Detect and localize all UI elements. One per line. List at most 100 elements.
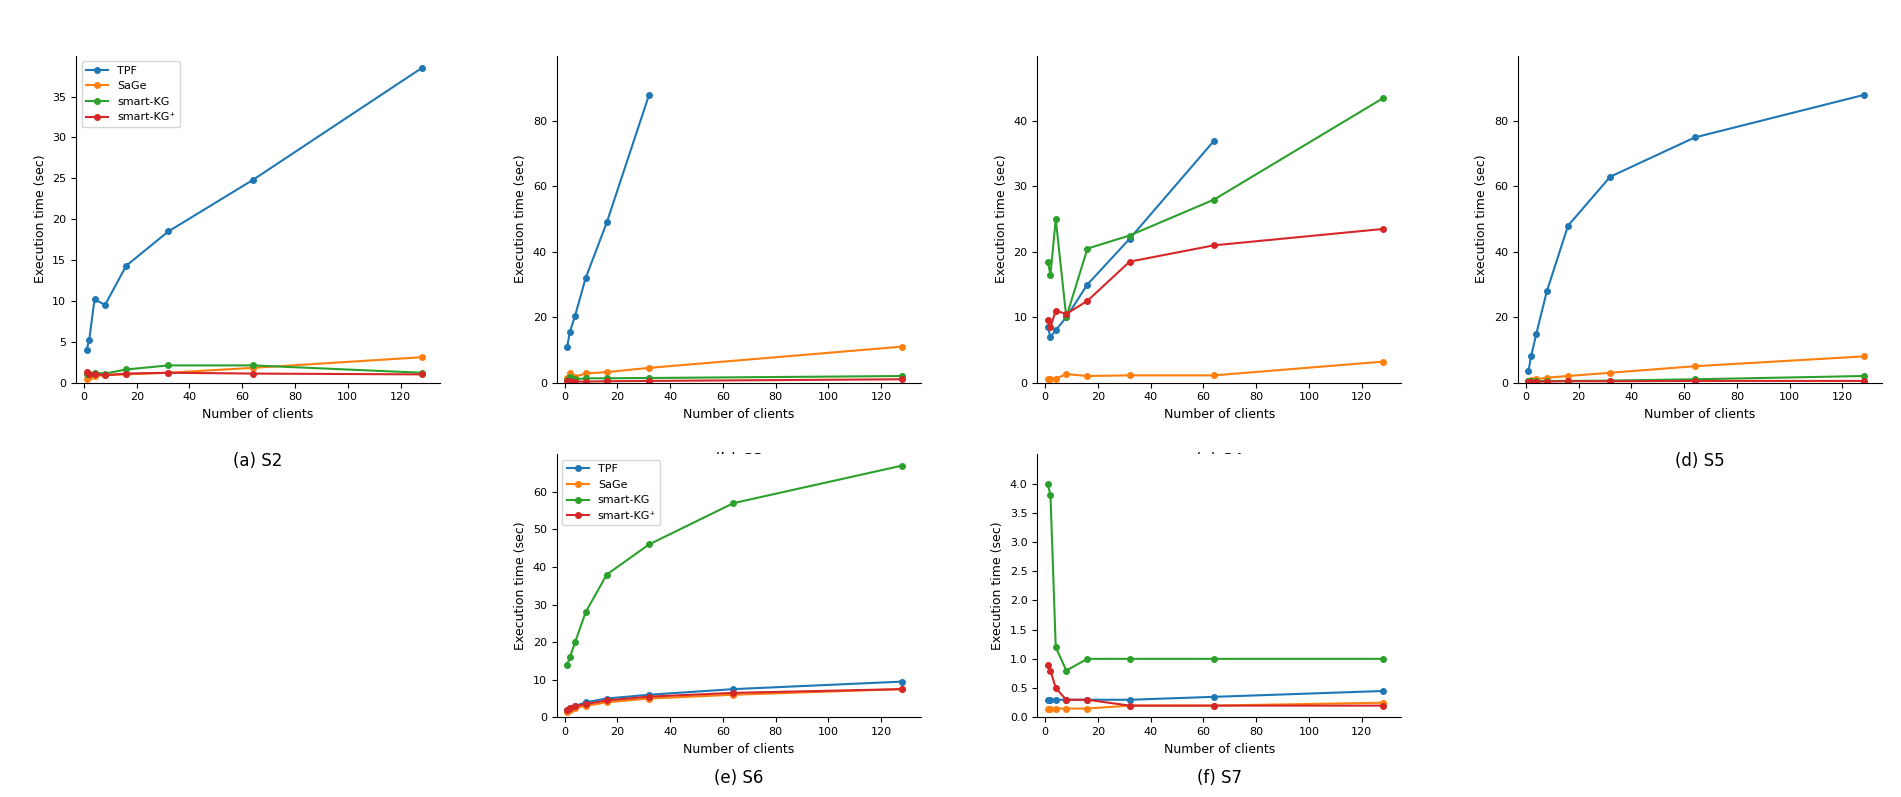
smart-KG⁺	[1371, 701, 1393, 710]
SaGe	[1557, 371, 1580, 381]
smart-KG⁺	[1055, 309, 1078, 319]
SaGe	[1044, 704, 1066, 713]
Line: SaGe: SaGe	[1046, 359, 1386, 382]
smart-KG	[1599, 376, 1622, 386]
Line: smart-KG: smart-KG	[1046, 481, 1386, 673]
TPF	[93, 300, 116, 310]
smart-KG	[1525, 376, 1547, 386]
TPF	[595, 218, 618, 227]
smart-KG	[1044, 642, 1066, 652]
TPF	[892, 677, 914, 686]
X-axis label: Number of clients: Number of clients	[1163, 743, 1276, 756]
Title: (f) S7: (f) S7	[1198, 768, 1241, 787]
smart-KG	[892, 461, 914, 470]
smart-KG	[637, 540, 660, 549]
SaGe	[637, 693, 660, 703]
SaGe	[76, 375, 99, 384]
TPF	[1044, 325, 1066, 335]
Line: smart-KG⁺: smart-KG⁺	[84, 369, 424, 378]
SaGe	[574, 369, 597, 379]
Line: smart-KG: smart-KG	[565, 463, 905, 667]
Line: smart-KG⁺: smart-KG⁺	[1046, 662, 1386, 709]
SaGe	[158, 368, 181, 378]
Title: (a) S2: (a) S2	[234, 452, 283, 469]
SaGe	[1118, 701, 1141, 710]
Line: SaGe: SaGe	[565, 686, 905, 714]
smart-KG⁺	[555, 376, 578, 386]
TPF	[1036, 322, 1059, 332]
TPF	[1852, 90, 1874, 100]
TPF	[722, 685, 745, 694]
smart-KG⁺	[637, 692, 660, 701]
SaGe	[1040, 375, 1063, 384]
SaGe	[1519, 375, 1542, 385]
smart-KG⁺	[241, 369, 264, 379]
smart-KG	[1203, 654, 1226, 664]
Line: TPF: TPF	[565, 679, 905, 713]
Y-axis label: Execution time (sec): Execution time (sec)	[994, 155, 1008, 284]
X-axis label: Number of clients: Number of clients	[203, 408, 314, 421]
Line: smart-KG: smart-KG	[565, 373, 905, 383]
smart-KG	[574, 374, 597, 383]
smart-KG⁺	[1040, 322, 1063, 332]
smart-KG⁺	[411, 370, 433, 379]
TPF	[1118, 234, 1141, 244]
Line: smart-KG: smart-KG	[84, 363, 424, 376]
smart-KG	[574, 607, 597, 617]
smart-KG	[1536, 376, 1559, 386]
TPF	[1517, 367, 1540, 376]
Y-axis label: Execution time (sec): Execution time (sec)	[515, 521, 527, 650]
smart-KG⁺	[559, 703, 582, 713]
smart-KG⁺	[1044, 683, 1066, 693]
TPF	[565, 701, 587, 711]
TPF	[1599, 172, 1622, 182]
Legend: TPF, SaGe, smart-KG, smart-KG⁺: TPF, SaGe, smart-KG, smart-KG⁺	[82, 61, 181, 127]
Line: smart-KG: smart-KG	[1527, 373, 1867, 384]
TPF	[158, 226, 181, 236]
TPF	[574, 697, 597, 707]
SaGe	[1599, 368, 1622, 378]
Line: smart-KG: smart-KG	[1046, 96, 1386, 320]
TPF	[1036, 695, 1059, 705]
smart-KG⁺	[114, 369, 137, 379]
X-axis label: Number of clients: Number of clients	[1163, 408, 1276, 421]
smart-KG⁺	[1557, 376, 1580, 386]
smart-KG	[1076, 654, 1099, 664]
SaGe	[1055, 369, 1078, 379]
smart-KG	[158, 360, 181, 370]
smart-KG⁺	[84, 370, 106, 379]
TPF	[559, 327, 582, 336]
smart-KG	[1118, 231, 1141, 241]
SaGe	[1118, 371, 1141, 380]
smart-KG	[1517, 376, 1540, 386]
TPF	[574, 273, 597, 283]
SaGe	[1682, 362, 1705, 371]
SaGe	[1852, 351, 1874, 361]
TPF	[84, 294, 106, 304]
SaGe	[1044, 374, 1066, 383]
TPF	[1557, 221, 1580, 230]
TPF	[637, 90, 660, 100]
Line: smart-KG⁺: smart-KG⁺	[1046, 226, 1386, 330]
smart-KG	[595, 570, 618, 579]
TPF	[1536, 286, 1559, 296]
Legend: TPF, SaGe, smart-KG, smart-KG⁺: TPF, SaGe, smart-KG, smart-KG⁺	[563, 460, 660, 525]
smart-KG⁺	[78, 369, 101, 379]
SaGe	[1371, 698, 1393, 708]
TPF	[555, 342, 578, 351]
smart-KG	[1055, 665, 1078, 675]
Line: smart-KG⁺: smart-KG⁺	[1527, 378, 1867, 384]
smart-KG⁺	[565, 701, 587, 711]
smart-KG	[1118, 654, 1141, 664]
smart-KG⁺	[1371, 224, 1393, 234]
smart-KG⁺	[574, 700, 597, 709]
Line: smart-KG⁺: smart-KG⁺	[565, 686, 905, 713]
smart-KG	[411, 368, 433, 378]
X-axis label: Number of clients: Number of clients	[682, 743, 795, 756]
Title: (c) S4: (c) S4	[1196, 452, 1243, 469]
smart-KG⁺	[555, 705, 578, 715]
SaGe	[574, 701, 597, 711]
TPF	[114, 261, 137, 270]
smart-KG	[1040, 270, 1063, 280]
Y-axis label: Execution time (sec): Execution time (sec)	[990, 521, 1004, 650]
